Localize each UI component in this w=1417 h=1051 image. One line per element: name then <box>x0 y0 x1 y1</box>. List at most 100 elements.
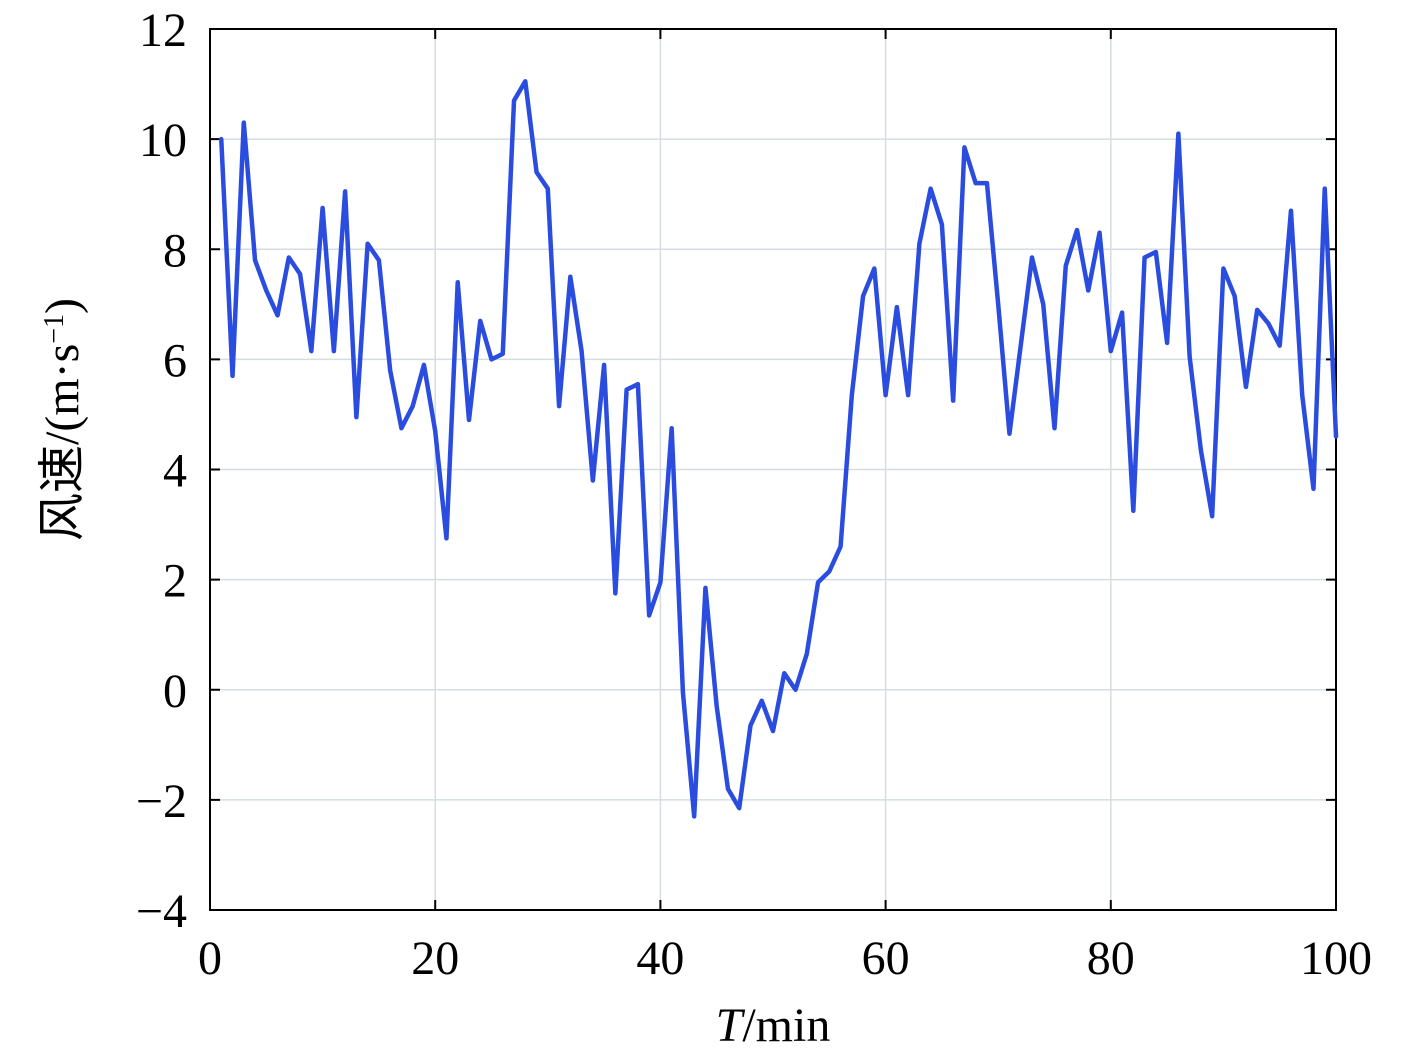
data-point <box>784 673 785 674</box>
data-point <box>986 183 987 184</box>
data-point <box>480 320 481 321</box>
data-point <box>773 731 774 732</box>
data-point <box>874 268 875 269</box>
y-axis-label: 风速/(m·s−1) <box>36 298 89 541</box>
data-point <box>1054 428 1055 429</box>
data-point <box>423 364 424 365</box>
data-point <box>626 389 627 390</box>
data-point <box>1268 323 1269 324</box>
data-point <box>356 417 357 418</box>
data-point <box>390 370 391 371</box>
y-tick-labels: −4 −2 0 2 4 6 8 10 12 <box>136 4 187 938</box>
data-point <box>1144 257 1145 258</box>
x-tick-label: 100 <box>1300 932 1372 985</box>
data-point <box>649 615 650 616</box>
data-point <box>1065 265 1066 266</box>
x-tick-label: 40 <box>636 932 684 985</box>
y-tick-label: −4 <box>136 885 187 938</box>
data-point <box>266 290 267 291</box>
data-point <box>1200 450 1201 451</box>
data-point <box>615 593 616 594</box>
data-point <box>457 282 458 283</box>
data-point <box>232 375 233 376</box>
data-point <box>1110 351 1111 352</box>
data-point <box>975 183 976 184</box>
y-tick-label: −2 <box>136 775 187 828</box>
y-tick-label: 10 <box>139 114 187 167</box>
data-point <box>221 139 222 140</box>
data-point <box>829 571 830 572</box>
data-point <box>412 406 413 407</box>
data-point <box>941 224 942 225</box>
data-point <box>502 353 503 354</box>
data-point <box>716 706 717 707</box>
data-point <box>277 315 278 316</box>
data-point <box>885 395 886 396</box>
data-point <box>795 689 796 690</box>
data-point <box>514 100 515 101</box>
data-point <box>1290 210 1291 211</box>
data-point <box>1324 188 1325 189</box>
data-point <box>1167 342 1168 343</box>
data-point <box>311 351 312 352</box>
data-point <box>1189 356 1190 357</box>
data-point <box>243 122 244 123</box>
data-point <box>818 582 819 583</box>
data-point <box>908 395 909 396</box>
data-point <box>750 725 751 726</box>
x-tick-label: 20 <box>411 932 459 985</box>
data-point <box>581 351 582 352</box>
data-point <box>1099 232 1100 233</box>
data-point <box>998 304 999 305</box>
data-point <box>1122 312 1123 313</box>
data-point <box>570 276 571 277</box>
y-tick-label: 8 <box>163 224 187 277</box>
data-point <box>1133 510 1134 511</box>
data-point <box>1223 268 1224 269</box>
data-point <box>694 816 695 817</box>
data-point <box>468 419 469 420</box>
data-point <box>322 207 323 208</box>
data-point <box>1043 304 1044 305</box>
grid-lines <box>210 29 1336 910</box>
data-point <box>536 172 537 173</box>
data-point <box>525 81 526 82</box>
data-point <box>367 243 368 244</box>
data-point <box>592 480 593 481</box>
data-point <box>637 384 638 385</box>
axis-ticks <box>209 28 1337 911</box>
data-point <box>1031 257 1032 258</box>
data-point <box>896 307 897 308</box>
data-point <box>1020 345 1021 346</box>
data-point <box>559 406 560 407</box>
data-point <box>401 428 402 429</box>
data-point <box>863 296 864 297</box>
data-point <box>1009 433 1010 434</box>
data-point <box>727 788 728 789</box>
data-point <box>435 430 436 431</box>
data-point <box>1077 229 1078 230</box>
data-point <box>1155 252 1156 253</box>
x-axis-label: T/min <box>716 999 831 1051</box>
y-tick-label: 6 <box>163 334 187 387</box>
y-tick-label: 2 <box>163 555 187 608</box>
data-point <box>300 274 301 275</box>
data-point <box>1088 290 1089 291</box>
data-point <box>1245 386 1246 387</box>
data-point <box>671 428 672 429</box>
x-tick-label: 80 <box>1087 932 1135 985</box>
data-point <box>739 808 740 809</box>
data-point <box>1234 296 1235 297</box>
data-point <box>761 700 762 701</box>
data-point <box>840 546 841 547</box>
data-point <box>345 191 346 192</box>
y-tick-label: 12 <box>139 4 187 57</box>
data-point <box>851 395 852 396</box>
data-point <box>491 359 492 360</box>
data-point <box>1212 516 1213 517</box>
data-point <box>604 364 605 365</box>
data-point <box>953 400 954 401</box>
data-point <box>1257 309 1258 310</box>
data-point <box>930 188 931 189</box>
